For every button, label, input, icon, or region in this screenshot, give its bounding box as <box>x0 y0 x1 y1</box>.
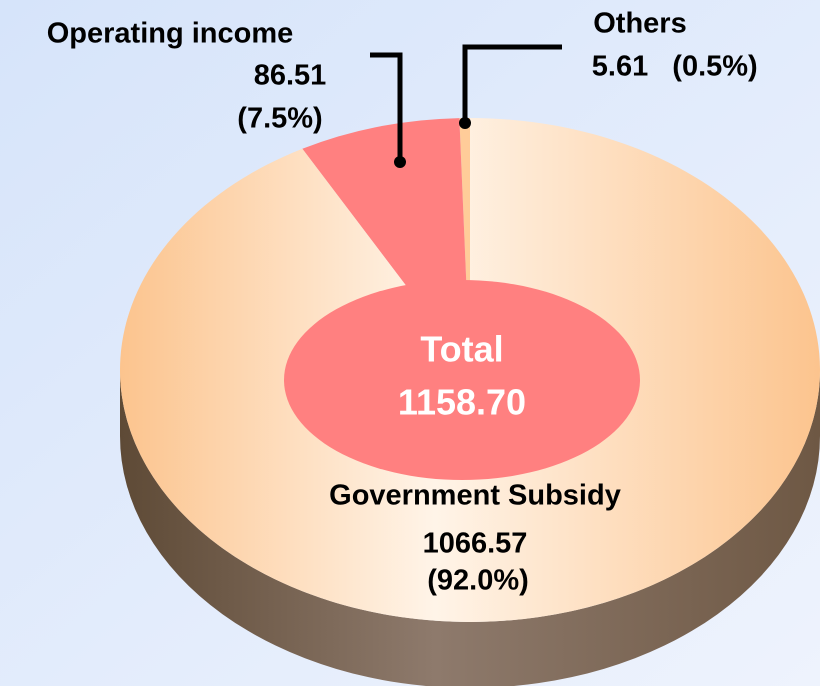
percentage-label: (0.5%) <box>672 51 757 83</box>
pie-side <box>120 370 820 688</box>
leader-line <box>462 44 562 123</box>
total-title: Total <box>420 329 503 370</box>
center-disc <box>284 280 640 480</box>
slice-label: Operating income <box>47 18 294 50</box>
leader-line <box>370 52 403 162</box>
leader-dot <box>394 156 406 168</box>
value-label: 5.61 <box>592 51 648 83</box>
total-value: 1158.70 <box>398 382 526 423</box>
percentage-label: (92.0%) <box>427 565 529 597</box>
slice-label: Others <box>593 8 686 40</box>
value-label: 1066.57 <box>423 528 528 560</box>
leader-dot <box>459 117 471 129</box>
slice-label: Government Subsidy <box>329 480 621 512</box>
percentage-label: (7.5%) <box>237 103 322 135</box>
value-label: 86.51 <box>254 60 327 92</box>
